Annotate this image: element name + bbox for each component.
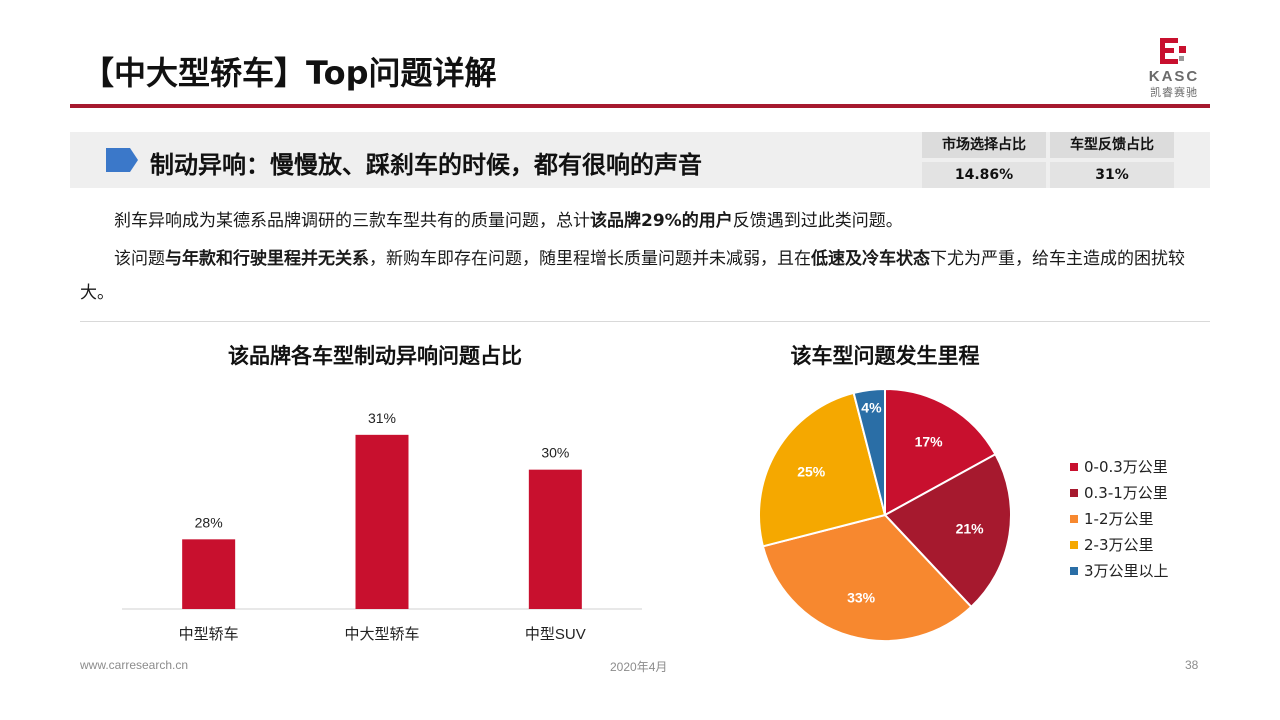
logo-mark-icon bbox=[1160, 38, 1186, 64]
legend-item-0: 0-0.3万公里 bbox=[1070, 454, 1169, 480]
paragraph-2-run-4: 下尤为严重，给车主造成的困扰较大。 bbox=[80, 249, 1185, 303]
stat-header-feedback-share: 车型反馈占比 bbox=[1050, 132, 1174, 158]
paragraph-1: 刹车异响成为某德系品牌调研的三款车型共有的质量问题，总计该品牌29%的用户反馈遇… bbox=[80, 204, 1210, 238]
paragraph-1-run-0: 刹车异响成为某德系品牌调研的三款车型共有的质量问题，总计 bbox=[114, 211, 590, 231]
bar-category-label-0: 中型轿车 bbox=[179, 626, 239, 643]
pie-chart: 17% 21% 33% 25% 4% bbox=[758, 387, 1012, 642]
legend-label-3: 2-3万公里 bbox=[1084, 536, 1154, 554]
legend-swatch-0 bbox=[1070, 462, 1078, 471]
pie-slice-2 bbox=[761, 513, 973, 642]
bar-1 bbox=[355, 434, 409, 609]
paragraph-2-run-0: 该问题 bbox=[114, 249, 165, 269]
bar-0 bbox=[182, 539, 236, 609]
paragraph-2: 该问题与年款和行驶里程并无关系，新购车即存在问题，随里程增长质量问题并未减弱，且… bbox=[80, 242, 1210, 310]
bar-value-label-1: 31% bbox=[368, 410, 396, 426]
logo-subtext: 凯睿赛驰 bbox=[1150, 86, 1198, 99]
legend-label-2: 1-2万公里 bbox=[1084, 510, 1154, 528]
pentagon-arrow-icon bbox=[106, 148, 138, 172]
legend-item-1: 0.3-1万公里 bbox=[1070, 480, 1169, 506]
stat-value-market-share: 14.86% bbox=[922, 162, 1046, 188]
legend-label-0: 0-0.3万公里 bbox=[1084, 458, 1168, 476]
bar-category-label-1: 中大型轿车 bbox=[344, 626, 419, 643]
footer-page-number: 38 bbox=[1185, 658, 1199, 672]
legend-swatch-4 bbox=[1070, 566, 1078, 575]
pie-value-label-4: 4% bbox=[861, 399, 882, 415]
footer-url: www.carresearch.cn bbox=[80, 658, 189, 672]
bar-chart: 28% 中型轿车 31% 中大型轿车 30% 中型SUV bbox=[122, 410, 642, 643]
pie-chart-title: 该车型问题发生里程 bbox=[790, 344, 980, 368]
legend-item-2: 1-2万公里 bbox=[1070, 506, 1169, 532]
pie-slice-4 bbox=[852, 387, 886, 516]
title-divider bbox=[70, 104, 1210, 108]
section-divider bbox=[80, 321, 1210, 322]
legend-label-1: 0.3-1万公里 bbox=[1084, 484, 1168, 502]
legend-swatch-1 bbox=[1070, 488, 1078, 497]
kasc-logo: KASC 凯睿赛驰 bbox=[1138, 36, 1210, 99]
pie-slice-3 bbox=[758, 391, 887, 548]
footer-date: 2020年4月 bbox=[610, 660, 668, 674]
bar-chart-title: 该品牌各车型制动异响问题占比 bbox=[228, 344, 522, 368]
bar-value-label-2: 30% bbox=[541, 445, 569, 461]
paragraph-2-run-3: 低速及冷车状态 bbox=[811, 249, 930, 269]
pie-slice-1 bbox=[883, 452, 1012, 609]
paragraph-1-run-1: 该品牌29%的用户 bbox=[590, 211, 733, 231]
legend-swatch-3 bbox=[1070, 540, 1078, 549]
paragraph-1-run-2: 反馈遇到过此类问题。 bbox=[732, 211, 903, 231]
pie-value-label-3: 25% bbox=[797, 463, 826, 479]
issue-title: 制动异响：慢慢放、踩刹车的时候，都有很响的声音 bbox=[150, 151, 702, 179]
bar-value-label-0: 28% bbox=[195, 514, 223, 530]
bar-category-label-2: 中型SUV bbox=[525, 626, 586, 643]
pie-slice-0 bbox=[884, 387, 997, 517]
legend-label-4: 3万公里以上 bbox=[1084, 562, 1169, 580]
logo-text: KASC bbox=[1148, 68, 1200, 85]
stats-table: 市场选择占比 车型反馈占比 14.86% 31% bbox=[922, 132, 1174, 188]
pie-value-label-2: 33% bbox=[847, 589, 876, 605]
paragraph-2-run-1: 与年款和行驶里程并无关系 bbox=[165, 249, 369, 269]
page-title: 【中大型轿车】Top问题详解 bbox=[82, 54, 497, 92]
stat-header-market-share: 市场选择占比 bbox=[922, 132, 1046, 158]
paragraph-2-run-2: ，新购车即存在问题，随里程增长质量问题并未减弱，且在 bbox=[369, 249, 811, 269]
pie-legend: 0-0.3万公里 0.3-1万公里 1-2万公里 2-3万公里 3万公里以上 bbox=[1070, 454, 1169, 584]
bar-2 bbox=[528, 469, 582, 609]
legend-item-3: 2-3万公里 bbox=[1070, 532, 1169, 558]
legend-item-4: 3万公里以上 bbox=[1070, 558, 1169, 584]
stat-value-feedback-share: 31% bbox=[1050, 162, 1174, 188]
pie-value-label-1: 21% bbox=[956, 520, 985, 536]
pie-value-label-0: 17% bbox=[915, 433, 944, 449]
legend-swatch-2 bbox=[1070, 514, 1078, 523]
